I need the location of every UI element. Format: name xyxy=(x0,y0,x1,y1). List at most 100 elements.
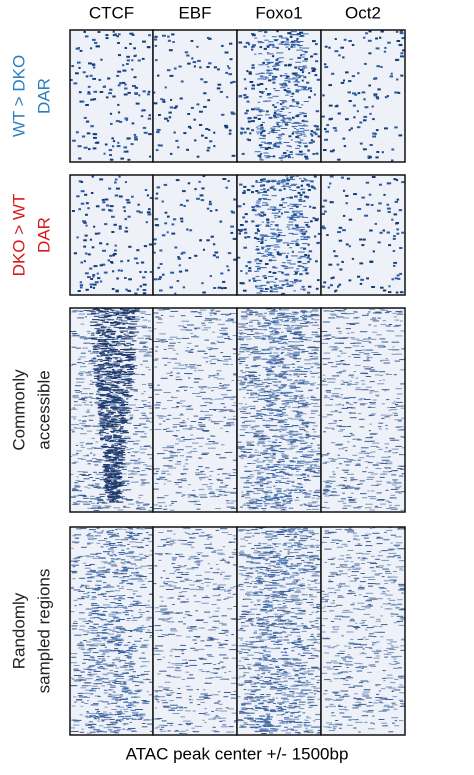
heatmap-dot xyxy=(314,43,318,46)
heatmap-dot xyxy=(310,412,316,414)
heatmap-dot xyxy=(172,451,181,453)
heatmap-dot xyxy=(291,203,298,205)
heatmap-dot xyxy=(316,435,321,437)
heatmap-dot xyxy=(293,439,298,441)
heatmap-dot xyxy=(141,470,146,471)
heatmap-dot xyxy=(89,267,93,270)
heatmap-dot xyxy=(246,389,253,391)
heatmap-dot xyxy=(199,110,203,113)
heatmap-dot xyxy=(275,439,278,441)
heatmap-dot xyxy=(147,213,152,216)
heatmap-dot xyxy=(217,68,220,71)
heatmap-dot xyxy=(257,154,261,157)
heatmap-dot xyxy=(256,505,262,507)
heatmap-dot xyxy=(118,319,123,321)
heatmap-dot xyxy=(290,383,296,385)
heatmap-dot xyxy=(272,391,278,393)
heatmap-dot xyxy=(293,398,297,400)
heatmap-dot xyxy=(295,244,300,246)
heatmap-dot xyxy=(107,315,113,317)
heatmap-dot xyxy=(284,64,287,67)
heatmap-dot xyxy=(271,310,276,311)
heatmap-dot xyxy=(188,257,192,259)
heatmap-dot xyxy=(304,145,308,148)
heatmap-dot xyxy=(264,503,271,505)
heatmap-dot xyxy=(96,343,100,345)
heatmap-dot xyxy=(402,49,405,52)
heatmap-dot xyxy=(288,493,292,495)
heatmap-dot xyxy=(120,427,123,429)
heatmap-dot xyxy=(283,309,289,311)
heatmap-dot xyxy=(91,175,94,178)
heatmap-dot xyxy=(169,452,176,454)
heatmap-dot xyxy=(387,41,391,44)
heatmap-dot xyxy=(269,131,275,133)
heatmap-dot xyxy=(282,266,288,268)
heatmap-dot xyxy=(110,484,115,486)
heatmap-dot xyxy=(288,80,291,83)
heatmap-dot xyxy=(296,486,304,488)
heatmap-dot xyxy=(108,312,117,313)
heatmap-dot xyxy=(100,326,107,328)
heatmap-dot xyxy=(132,317,136,319)
heatmap-dot xyxy=(264,395,268,396)
heatmap-dot xyxy=(271,291,279,293)
heatmap-dot xyxy=(311,358,319,360)
heatmap-dot xyxy=(307,347,314,349)
heatmap-dot xyxy=(86,409,90,411)
heatmap-dot xyxy=(100,339,106,341)
heatmap-dot xyxy=(154,44,158,47)
heatmap-dot xyxy=(106,481,111,483)
heatmap-dot xyxy=(299,213,303,216)
heatmap-dot xyxy=(128,365,135,367)
heatmap-dot xyxy=(121,401,125,403)
heatmap-dot xyxy=(291,215,298,217)
heatmap-dot xyxy=(291,157,294,159)
heatmap-dot xyxy=(216,398,224,400)
heatmap-dot xyxy=(304,368,311,370)
heatmap-dot xyxy=(142,482,150,484)
heatmap-dot xyxy=(316,436,321,438)
heatmap-dot xyxy=(114,349,118,350)
heatmap-dot xyxy=(211,387,219,388)
heatmap-dot xyxy=(251,220,255,223)
heatmap-dot xyxy=(258,325,263,327)
heatmap-dot xyxy=(251,206,254,209)
heatmap-dot xyxy=(178,325,184,327)
heatmap-dot xyxy=(149,412,153,414)
heatmap-dot xyxy=(233,258,237,261)
heatmap-dot xyxy=(99,493,106,495)
heatmap-dot xyxy=(260,72,264,74)
heatmap-dot xyxy=(283,341,287,343)
heatmap-dot xyxy=(102,201,106,204)
heatmap-dot xyxy=(99,432,106,434)
heatmap-dot xyxy=(365,181,370,184)
heatmap-dot xyxy=(201,282,204,285)
heatmap-dot xyxy=(297,191,301,194)
heatmap-dot xyxy=(275,64,281,66)
heatmap-dot xyxy=(304,494,311,496)
heatmap-dot xyxy=(276,389,281,391)
heatmap-dot xyxy=(99,415,104,417)
heatmap-dot xyxy=(217,286,222,289)
heatmap-dot xyxy=(154,35,158,38)
heatmap-dot xyxy=(272,44,275,47)
heatmap-dot xyxy=(160,339,167,341)
heatmap-dot xyxy=(256,466,260,468)
heatmap-dot xyxy=(136,409,139,411)
heatmap-dot xyxy=(307,285,312,288)
heatmap-dot xyxy=(308,451,314,452)
heatmap-dot xyxy=(91,63,96,66)
heatmap-dot xyxy=(287,32,292,35)
heatmap-dot xyxy=(127,318,132,319)
heatmap-dot xyxy=(310,442,313,444)
heatmap-dot xyxy=(79,286,83,289)
heatmap-dot xyxy=(153,238,157,241)
heatmap-dot xyxy=(131,349,136,351)
heatmap-dot xyxy=(112,357,118,359)
heatmap-dot xyxy=(90,404,93,406)
heatmap-dot xyxy=(109,112,113,115)
heatmap-dot xyxy=(82,421,86,423)
heatmap-dot xyxy=(143,335,151,337)
heatmap-dot xyxy=(315,125,319,128)
